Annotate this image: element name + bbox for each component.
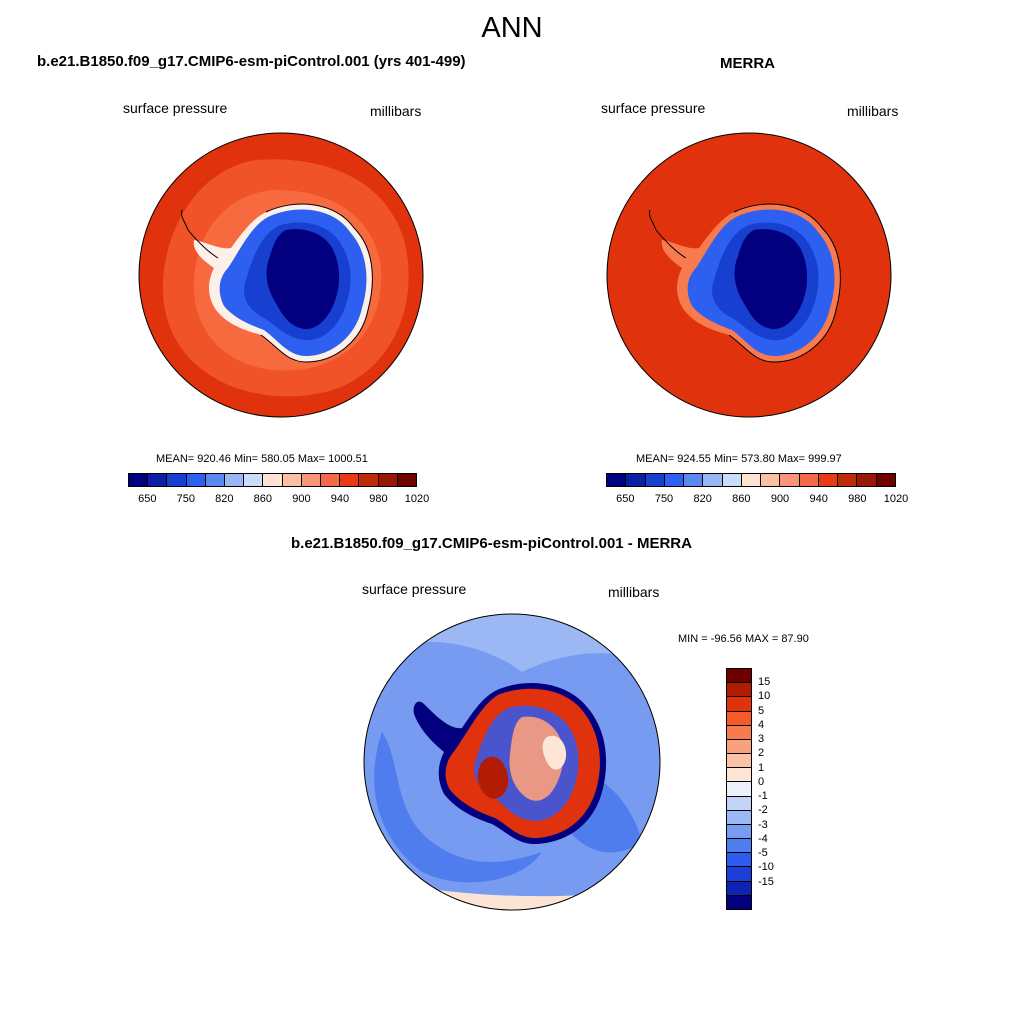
colorbar-swatch: [741, 474, 762, 486]
colorbar-tick-label: 940: [809, 493, 828, 505]
colorbar-tick-label: 10: [758, 690, 771, 703]
colorbar-swatch: [378, 474, 398, 486]
colorbar-tick-label: 1020: [404, 493, 430, 505]
left-polar-map: [138, 132, 424, 418]
colorbar-swatch: [282, 474, 302, 486]
colorbar-tick-label: -2: [758, 804, 768, 817]
colorbar-swatch: [129, 474, 149, 486]
colorbar-tick-label: -15: [758, 875, 774, 888]
colorbar-tick-label: 860: [253, 493, 273, 505]
colorbar-tick-label: 5: [758, 704, 765, 717]
figure-title: ANN: [481, 12, 543, 44]
colorbar-tick-label: 860: [732, 493, 751, 505]
colorbar-swatch: [727, 739, 751, 755]
left-panel-title: b.e21.B1850.f09_g17.CMIP6-esm-piControl.…: [37, 53, 466, 70]
colorbar-swatch: [684, 474, 704, 486]
colorbar-swatch: [645, 474, 665, 486]
diff-polar-map: [363, 613, 661, 911]
colorbar-swatch: [799, 474, 819, 486]
colorbar-swatch: [727, 782, 751, 797]
colorbar-swatch: [722, 474, 742, 486]
colorbar-tick-label: 820: [693, 493, 712, 505]
colorbar-tick-label: 750: [654, 493, 674, 505]
colorbar-tick-label: 900: [292, 493, 311, 505]
colorbar-swatch: [818, 474, 839, 486]
colorbar-swatch: [148, 474, 168, 486]
colorbar-swatch: [857, 474, 877, 486]
colorbar-swatch: [727, 895, 751, 909]
colorbar-swatch: [876, 474, 895, 486]
left-variable-label: surface pressure: [123, 100, 228, 116]
right-panel-title: MERRA: [720, 55, 775, 72]
colorbar-swatch: [838, 474, 858, 486]
colorbar-swatch: [244, 474, 264, 486]
colorbar-swatch: [727, 669, 751, 684]
colorbar-tick-label: 650: [138, 493, 157, 505]
colorbar-swatch: [359, 474, 379, 486]
colorbar-swatch: [703, 474, 723, 486]
diff-variable-label: surface pressure: [362, 581, 467, 597]
diff-panel-title: b.e21.B1850.f09_g17.CMIP6-esm-piControl.…: [291, 535, 692, 552]
colorbar-swatch: [664, 474, 685, 486]
colorbar-swatch: [225, 474, 245, 486]
colorbar-swatch: [727, 768, 751, 783]
colorbar-swatch: [727, 824, 751, 840]
diff-units-label: millibars: [608, 584, 660, 600]
colorbar-swatch: [263, 474, 283, 486]
colorbar-swatch: [727, 754, 751, 769]
colorbar-swatch: [607, 474, 627, 486]
colorbar-swatch: [761, 474, 781, 486]
diff-stats: MIN = -96.56 MAX = 87.90: [678, 633, 809, 645]
colorbar-tick-label: -10: [758, 861, 774, 874]
colorbar-swatch: [727, 810, 751, 825]
colorbar-tick-label: 980: [848, 493, 867, 505]
colorbar-tick-label: 750: [176, 493, 195, 505]
colorbar-swatch: [340, 474, 360, 486]
colorbar-tick-label: 980: [369, 493, 388, 505]
left-colorbar: 650 750 820 860 900 940 980 1020: [128, 473, 429, 509]
colorbar-swatch: [301, 474, 322, 486]
colorbar-swatch: [727, 853, 751, 868]
colorbar-swatch: [321, 474, 341, 486]
right-colorbar: 650 750 820 860 900 940 980 1020: [606, 473, 908, 509]
colorbar-swatch: [727, 867, 751, 882]
colorbar-swatch: [186, 474, 206, 486]
left-units-label: millibars: [370, 103, 422, 119]
colorbar-tick-label: -1: [758, 790, 768, 803]
right-stats: MEAN= 924.55 Min= 573.80 Max= 999.97: [636, 453, 842, 465]
left-stats: MEAN= 920.46 Min= 580.05 Max= 1000.51: [156, 453, 368, 465]
colorbar-tick-label: 2: [758, 747, 765, 760]
colorbar-swatch: [727, 796, 751, 811]
colorbar-swatch: [167, 474, 187, 486]
colorbar-tick-label: -3: [758, 818, 768, 831]
colorbar-swatch: [727, 725, 751, 740]
colorbar-tick-label: 1: [758, 761, 765, 774]
colorbar-tick-label: 650: [616, 493, 635, 505]
colorbar-tick-label: 820: [215, 493, 234, 505]
right-units-label: millibars: [847, 103, 899, 119]
colorbar-tick-label: -5: [758, 847, 768, 860]
colorbar-tick-label: 3: [758, 733, 765, 746]
right-polar-map: [606, 132, 892, 418]
colorbar-tick-label: 940: [330, 493, 350, 505]
colorbar-tick-label: 4: [758, 718, 765, 731]
colorbar-swatch: [727, 881, 751, 896]
colorbar-swatch: [780, 474, 800, 486]
colorbar-swatch: [727, 711, 751, 726]
colorbar-swatch: [727, 683, 751, 698]
right-variable-label: surface pressure: [601, 100, 706, 116]
colorbar-tick-label: 0: [758, 775, 765, 788]
diff-colorbar-ticks: 15 10 5 4 3 2 1 0 -1 -2 -3 -4 -5 -10 -15: [758, 668, 798, 910]
colorbar-swatch: [727, 839, 751, 854]
colorbar-tick-label: 900: [770, 493, 790, 505]
colorbar-swatch: [727, 697, 751, 712]
colorbar-tick-label: 15: [758, 676, 771, 689]
colorbar-swatch: [397, 474, 417, 486]
colorbar-tick-label: -4: [758, 832, 768, 845]
colorbar-swatch: [626, 474, 646, 486]
diff-colorbar: [726, 668, 752, 910]
colorbar-swatch: [205, 474, 226, 486]
colorbar-tick-label: 1020: [883, 493, 909, 505]
